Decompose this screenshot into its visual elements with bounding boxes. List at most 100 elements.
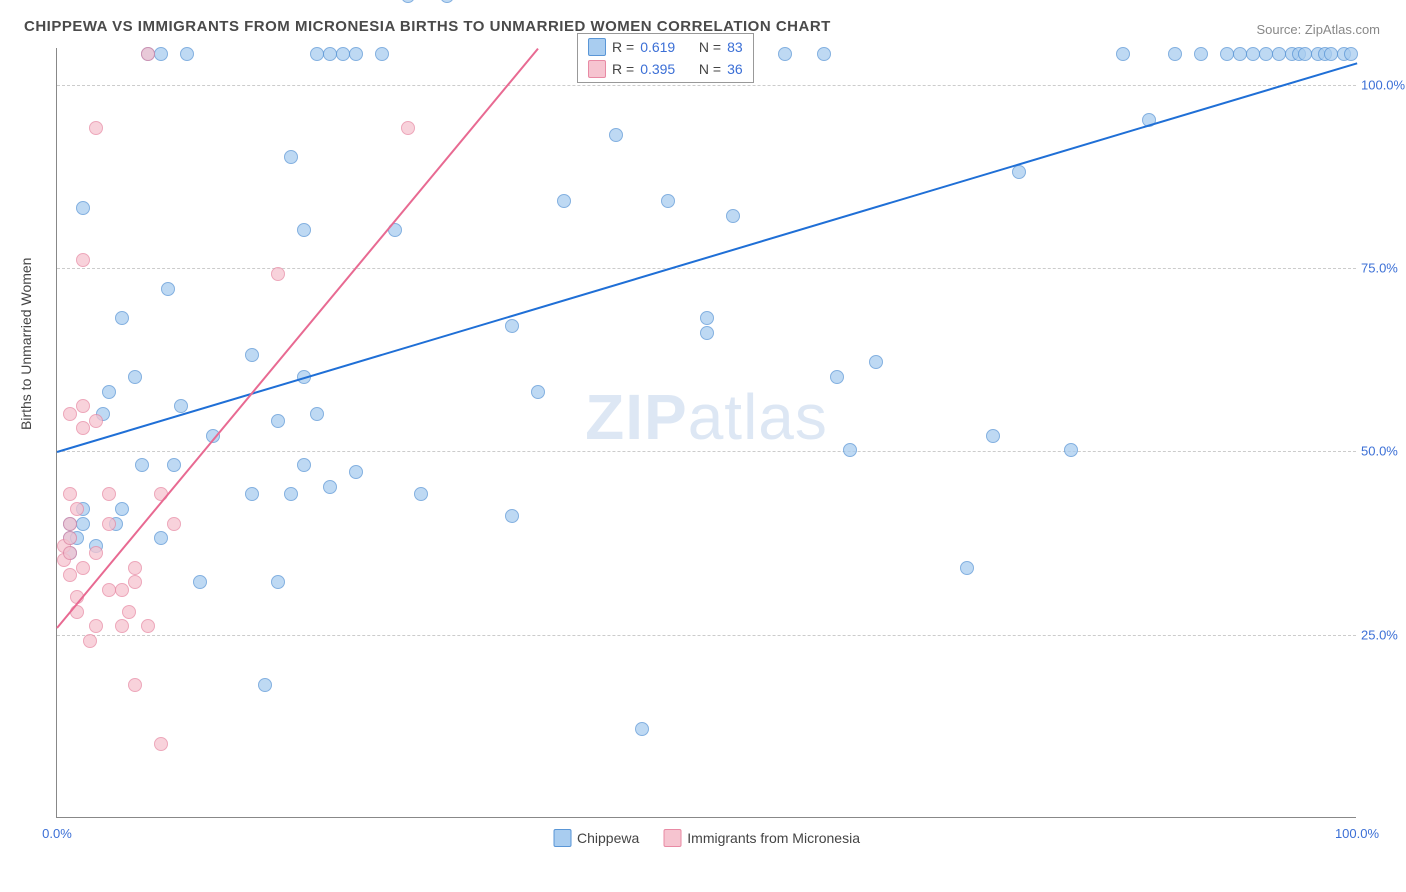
y-tick-label: 75.0% <box>1361 261 1406 276</box>
scatter-point <box>700 326 714 340</box>
legend-swatch <box>588 60 606 78</box>
scatter-point <box>180 47 194 61</box>
scatter-point <box>1344 47 1358 61</box>
gridline <box>57 85 1356 86</box>
scatter-point <box>726 209 740 223</box>
trend-line <box>56 48 539 629</box>
scatter-point <box>310 47 324 61</box>
n-value: 83 <box>727 39 743 55</box>
scatter-point <box>128 678 142 692</box>
scatter-point <box>1233 47 1247 61</box>
gridline <box>57 635 1356 636</box>
scatter-point <box>115 311 129 325</box>
scatter-point <box>167 458 181 472</box>
legend-swatch <box>663 829 681 847</box>
scatter-point <box>154 737 168 751</box>
scatter-point <box>141 619 155 633</box>
legend-swatch <box>588 38 606 56</box>
scatter-point <box>115 619 129 633</box>
scatter-point <box>76 561 90 575</box>
scatter-point <box>102 583 116 597</box>
n-value: 36 <box>727 61 743 77</box>
scatter-point <box>440 0 454 3</box>
scatter-point <box>245 348 259 362</box>
scatter-point <box>1194 47 1208 61</box>
legend-label: Immigrants from Micronesia <box>687 830 860 846</box>
source-label: Source: ZipAtlas.com <box>1256 22 1380 37</box>
r-value: 0.395 <box>640 61 675 77</box>
gridline <box>57 268 1356 269</box>
scatter-point <box>635 722 649 736</box>
scatter-point <box>258 678 272 692</box>
scatter-point <box>1259 47 1273 61</box>
scatter-point <box>89 414 103 428</box>
scatter-point <box>414 487 428 501</box>
scatter-point <box>401 0 415 3</box>
r-label: R = <box>612 39 634 55</box>
scatter-point <box>401 121 415 135</box>
scatter-point <box>128 370 142 384</box>
scatter-point <box>700 311 714 325</box>
scatter-point <box>323 480 337 494</box>
legend-item: Immigrants from Micronesia <box>663 829 860 847</box>
scatter-point <box>70 502 84 516</box>
scatter-point <box>63 546 77 560</box>
scatter-point <box>154 531 168 545</box>
legend-row: R = 0.395 N = 36 <box>578 58 753 80</box>
n-label: N = <box>699 39 721 55</box>
n-label: N = <box>699 61 721 77</box>
scatter-point <box>89 619 103 633</box>
legend-swatch <box>553 829 571 847</box>
y-tick-label: 100.0% <box>1361 77 1406 92</box>
scatter-point <box>63 568 77 582</box>
scatter-point <box>63 487 77 501</box>
scatter-point <box>135 458 149 472</box>
scatter-point <box>1246 47 1260 61</box>
scatter-point <box>297 223 311 237</box>
scatter-point <box>505 509 519 523</box>
scatter-point <box>505 319 519 333</box>
scatter-point <box>89 546 103 560</box>
scatter-point <box>89 121 103 135</box>
scatter-point <box>128 575 142 589</box>
r-value: 0.619 <box>640 39 675 55</box>
scatter-point <box>122 605 136 619</box>
scatter-point <box>531 385 545 399</box>
scatter-point <box>271 575 285 589</box>
scatter-point <box>336 47 350 61</box>
plot-area: ZIPatlas 25.0%50.0%75.0%100.0%0.0%100.0%… <box>56 48 1356 818</box>
scatter-point <box>661 194 675 208</box>
scatter-point <box>115 583 129 597</box>
scatter-point <box>128 561 142 575</box>
scatter-point <box>102 517 116 531</box>
r-label: R = <box>612 61 634 77</box>
watermark: ZIPatlas <box>585 380 828 454</box>
scatter-point <box>1116 47 1130 61</box>
scatter-point <box>297 458 311 472</box>
correlation-legend: R = 0.619 N = 83R = 0.395 N = 36 <box>577 33 754 83</box>
scatter-point <box>76 253 90 267</box>
scatter-point <box>986 429 1000 443</box>
y-tick-label: 50.0% <box>1361 444 1406 459</box>
scatter-point <box>63 531 77 545</box>
scatter-point <box>960 561 974 575</box>
scatter-point <box>271 267 285 281</box>
scatter-point <box>76 201 90 215</box>
scatter-point <box>115 502 129 516</box>
legend-item: Chippewa <box>553 829 639 847</box>
scatter-point <box>284 487 298 501</box>
scatter-point <box>76 421 90 435</box>
scatter-point <box>63 407 77 421</box>
legend-label: Chippewa <box>577 830 639 846</box>
scatter-point <box>843 443 857 457</box>
scatter-point <box>1272 47 1286 61</box>
scatter-point <box>245 487 259 501</box>
legend-row: R = 0.619 N = 83 <box>578 36 753 58</box>
scatter-point <box>1168 47 1182 61</box>
scatter-point <box>1220 47 1234 61</box>
scatter-point <box>76 399 90 413</box>
scatter-point <box>76 517 90 531</box>
scatter-point <box>778 47 792 61</box>
scatter-point <box>284 150 298 164</box>
scatter-point <box>154 47 168 61</box>
